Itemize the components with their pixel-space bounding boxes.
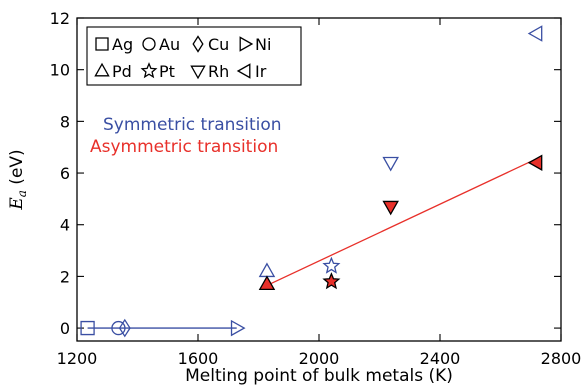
asymmetric-rh-marker — [382, 200, 399, 216]
symmetric-ag-marker — [80, 320, 95, 336]
asymmetric-pd-marker — [258, 275, 276, 291]
legend-au-marker — [142, 37, 156, 51]
x-tick-label: 2800 — [541, 349, 582, 368]
legend-rh-marker — [190, 65, 206, 80]
legend-cu-marker — [192, 35, 204, 53]
y-tick-label: 10 — [50, 61, 70, 80]
legend-box — [86, 26, 302, 86]
legend-pt-marker — [140, 62, 158, 79]
y-tick-label: 12 — [50, 9, 70, 28]
symmetric-rh-marker — [382, 156, 399, 172]
data-points — [80, 25, 543, 338]
symmetric-transition-label: Symmetric transition — [103, 115, 282, 135]
legend-cu-label: Cu — [208, 35, 229, 54]
y-tick-label: 8 — [60, 112, 70, 131]
legend-ir-marker — [236, 63, 251, 79]
asymmetric-fit-line — [266, 158, 537, 287]
axis-labels: Melting point of bulk metals (K) Ea (eV) — [7, 149, 453, 385]
y-tick-label: 4 — [60, 216, 70, 235]
x-tick-label: 2400 — [420, 349, 461, 368]
y-tick-label: 2 — [60, 267, 70, 286]
legend-pd-label: Pd — [112, 62, 132, 81]
y-axis-label-unit: (eV) — [7, 149, 27, 190]
y-axis-label-subscript: a — [15, 190, 29, 197]
legend-ni-marker — [239, 36, 254, 52]
symmetric-ir-marker — [527, 25, 543, 42]
legend-au-label: Au — [159, 35, 180, 54]
legend-ag-label: Ag — [112, 35, 133, 54]
y-axis-label-symbol: E — [7, 197, 27, 211]
legend-rh-label: Rh — [208, 62, 229, 81]
legend-pt-label: Pt — [159, 62, 175, 81]
marker-legend: Ag Au Cu Ni Pd Pt Rh Ir — [86, 26, 302, 86]
asymmetric-pt-marker — [322, 272, 341, 290]
x-tick-label: 2000 — [299, 349, 340, 368]
legend-ag-marker — [95, 37, 109, 51]
symmetric-ni-marker — [230, 319, 246, 337]
asymmetric-ir-marker — [527, 154, 543, 171]
x-tick-label: 1200 — [57, 349, 98, 368]
legend-pd-marker — [94, 62, 110, 77]
symmetric-pt-marker — [322, 256, 341, 274]
legend-ni-label: Ni — [255, 35, 271, 54]
y-tick-label: 0 — [60, 319, 70, 338]
symmetric-au-marker — [111, 320, 126, 336]
axis-ticks: 1200 1600 2000 2400 2800 0 2 4 6 8 10 12 — [50, 9, 582, 368]
x-axis-label: Melting point of bulk metals (K) — [185, 366, 453, 385]
y-axis-label: Ea (eV) — [7, 149, 29, 210]
x-tick-label: 1600 — [178, 349, 219, 368]
y-tick-label: 6 — [60, 164, 70, 183]
asymmetric-transition-label: Asymmetric transition — [90, 137, 278, 157]
legend-ir-label: Ir — [255, 62, 267, 81]
symmetric-cu-marker — [118, 318, 131, 338]
